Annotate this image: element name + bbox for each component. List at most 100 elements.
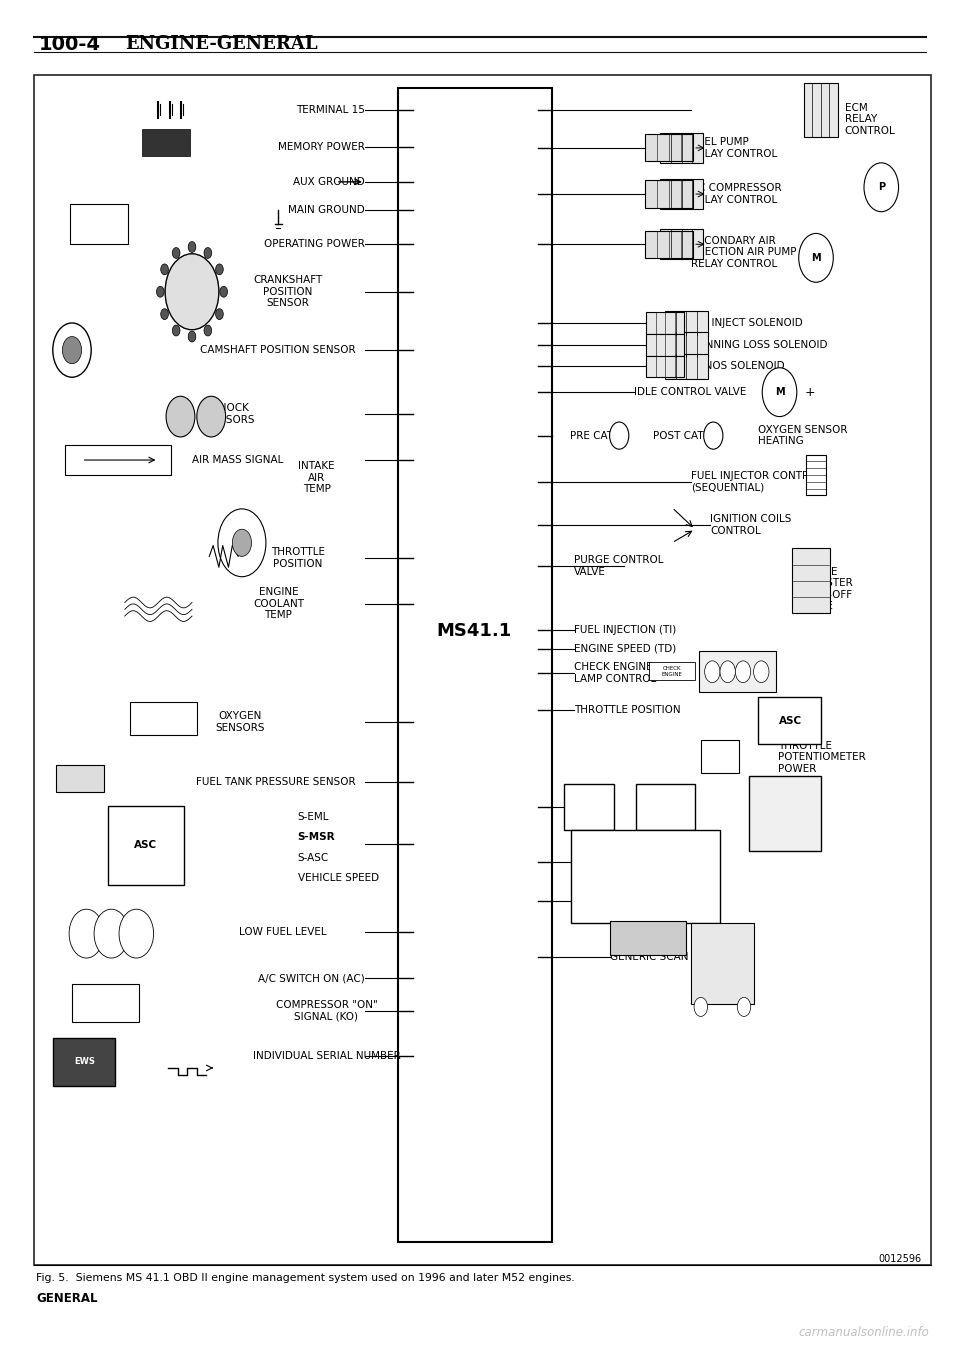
Text: P: P [877, 182, 885, 193]
Text: VEHICLE SPEED: VEHICLE SPEED [298, 873, 379, 883]
Text: Fig. 5.  Siemens MS 41.1 OBD II engine management system used on 1996 and later : Fig. 5. Siemens MS 41.1 OBD II engine ma… [36, 1273, 575, 1282]
Circle shape [799, 233, 833, 282]
Circle shape [720, 661, 735, 683]
Bar [749, 776, 821, 851]
Circle shape [160, 308, 168, 319]
Circle shape [864, 163, 899, 212]
Bar [645, 231, 693, 258]
Text: PURGE
CANISTER
SHUT-OFF
VALVE: PURGE CANISTER SHUT-OFF VALVE [802, 566, 853, 612]
Circle shape [53, 323, 91, 377]
Text: M: M [811, 252, 821, 263]
Text: TCM: TCM [660, 802, 684, 813]
Text: INDIVIDUAL SERIAL NUMBER: INDIVIDUAL SERIAL NUMBER [252, 1050, 400, 1061]
Text: 100-4: 100-4 [38, 34, 101, 54]
Bar [646, 312, 684, 334]
Text: GENERIC SCAN TOOL: GENERIC SCAN TOOL [610, 951, 720, 962]
Text: ASC: ASC [779, 715, 802, 726]
Circle shape [156, 286, 164, 297]
Text: POST CAT: POST CAT [653, 430, 704, 441]
Circle shape [216, 263, 224, 274]
Bar [645, 180, 693, 208]
Text: ASC: ASC [780, 714, 801, 725]
Bar [72, 984, 139, 1022]
Text: M: M [775, 387, 784, 398]
Bar [34, 75, 931, 1265]
Text: E36
IHKA: E36 IHKA [101, 993, 126, 1015]
Text: carmanualsonline.info: carmanualsonline.info [799, 1326, 929, 1339]
Bar [699, 651, 776, 692]
Bar [130, 702, 197, 735]
Bar [53, 1038, 115, 1086]
Bar [564, 784, 614, 830]
Text: ENGINE-GENERAL: ENGINE-GENERAL [125, 35, 318, 53]
Circle shape [173, 247, 180, 258]
Text: THROTTLE
POTENTIOMETER
POWER: THROTTLE POTENTIOMETER POWER [778, 741, 865, 773]
Text: MEMORY POWER: MEMORY POWER [278, 141, 365, 152]
Text: CAN: CAN [579, 802, 602, 813]
Circle shape [754, 661, 769, 683]
Bar [646, 356, 684, 377]
Bar [758, 697, 821, 744]
Circle shape [165, 254, 219, 330]
Circle shape [188, 242, 196, 252]
Circle shape [216, 308, 224, 320]
Circle shape [737, 997, 751, 1016]
Text: AUX GROUND: AUX GROUND [293, 176, 365, 187]
Text: FUEL PUMP
RELAY CONTROL: FUEL PUMP RELAY CONTROL [691, 137, 778, 159]
Bar [664, 311, 708, 335]
Bar [660, 179, 703, 209]
Text: +: + [804, 385, 815, 399]
Text: FUEL INJECTOR CONTROL
(SEQUENTIAL): FUEL INJECTOR CONTROL (SEQUENTIAL) [691, 471, 824, 493]
Text: IGNITION COILS
CONTROL: IGNITION COILS CONTROL [710, 514, 792, 536]
Bar [65, 445, 171, 475]
Circle shape [173, 326, 180, 337]
Circle shape [62, 337, 82, 364]
Text: THROTTLE
POSITION: THROTTLE POSITION [271, 547, 324, 569]
Text: ECM
RELAY
CONTROL: ECM RELAY CONTROL [845, 103, 896, 136]
Text: ECM
RELAY: ECM RELAY [88, 213, 119, 235]
Text: CRANKSHAFT
POSITION
SENSOR: CRANKSHAFT POSITION SENSOR [253, 275, 323, 308]
Circle shape [220, 286, 228, 297]
Text: FUEL INJECTION (TI): FUEL INJECTION (TI) [574, 624, 677, 635]
Text: KNOCK
SENSORS: KNOCK SENSORS [205, 403, 255, 425]
Bar [571, 830, 720, 923]
Circle shape [94, 909, 129, 958]
Text: AC COMPRESSOR
RELAY CONTROL: AC COMPRESSOR RELAY CONTROL [691, 183, 781, 205]
Text: COMPRESSOR "ON"
SIGNAL (KO): COMPRESSOR "ON" SIGNAL (KO) [276, 1000, 377, 1022]
Text: VANOS SOLENOID: VANOS SOLENOID [691, 361, 785, 372]
Circle shape [119, 909, 154, 958]
Text: AIR MASS SIGNAL: AIR MASS SIGNAL [192, 455, 283, 465]
Text: IDLE CONTROL VALVE: IDLE CONTROL VALVE [634, 387, 746, 398]
Text: S-MSR: S-MSR [298, 832, 335, 843]
Text: A/C SWITCH ON (AC): A/C SWITCH ON (AC) [258, 973, 365, 984]
Bar [142, 129, 190, 156]
Text: FUEL TANK PRESSURE SENSOR: FUEL TANK PRESSURE SENSOR [196, 776, 355, 787]
Text: RUNNING LOSS SOLENOID: RUNNING LOSS SOLENOID [691, 339, 828, 350]
Text: OPERATING POWER: OPERATING POWER [264, 239, 365, 250]
Text: ENGINE SPEED (TD): ENGINE SPEED (TD) [574, 643, 677, 654]
Bar [56, 765, 104, 792]
Circle shape [762, 368, 797, 417]
Bar [660, 133, 703, 163]
Circle shape [704, 422, 723, 449]
Text: EWS: EWS [74, 1057, 95, 1065]
Text: THROTTLE POSITION: THROTTLE POSITION [574, 704, 681, 715]
Circle shape [218, 509, 266, 577]
Text: S-EML: S-EML [298, 811, 329, 822]
Bar [108, 806, 184, 885]
Circle shape [69, 909, 104, 958]
Text: 0012596: 0012596 [878, 1254, 922, 1265]
Text: SECONDARY AIR
INJECTION AIR PUMP
RELAY CONTROL: SECONDARY AIR INJECTION AIR PUMP RELAY C… [691, 236, 797, 269]
Text: S-ASC: S-ASC [298, 852, 329, 863]
Circle shape [232, 529, 252, 556]
Bar [664, 332, 708, 357]
Text: SCAN TESTER
(DIS): SCAN TESTER (DIS) [750, 797, 821, 818]
Text: CAMSHAFT POSITION SENSOR: CAMSHAFT POSITION SENSOR [200, 345, 355, 356]
Text: GENERAL: GENERAL [36, 1292, 98, 1305]
Text: INTAKE
AIR
TEMP: INTAKE AIR TEMP [299, 461, 335, 494]
Bar [660, 229, 703, 259]
Bar [70, 204, 128, 244]
Text: MS41.1: MS41.1 [437, 622, 512, 641]
Text: PRE CAT: PRE CAT [570, 430, 613, 441]
Bar [636, 784, 695, 830]
